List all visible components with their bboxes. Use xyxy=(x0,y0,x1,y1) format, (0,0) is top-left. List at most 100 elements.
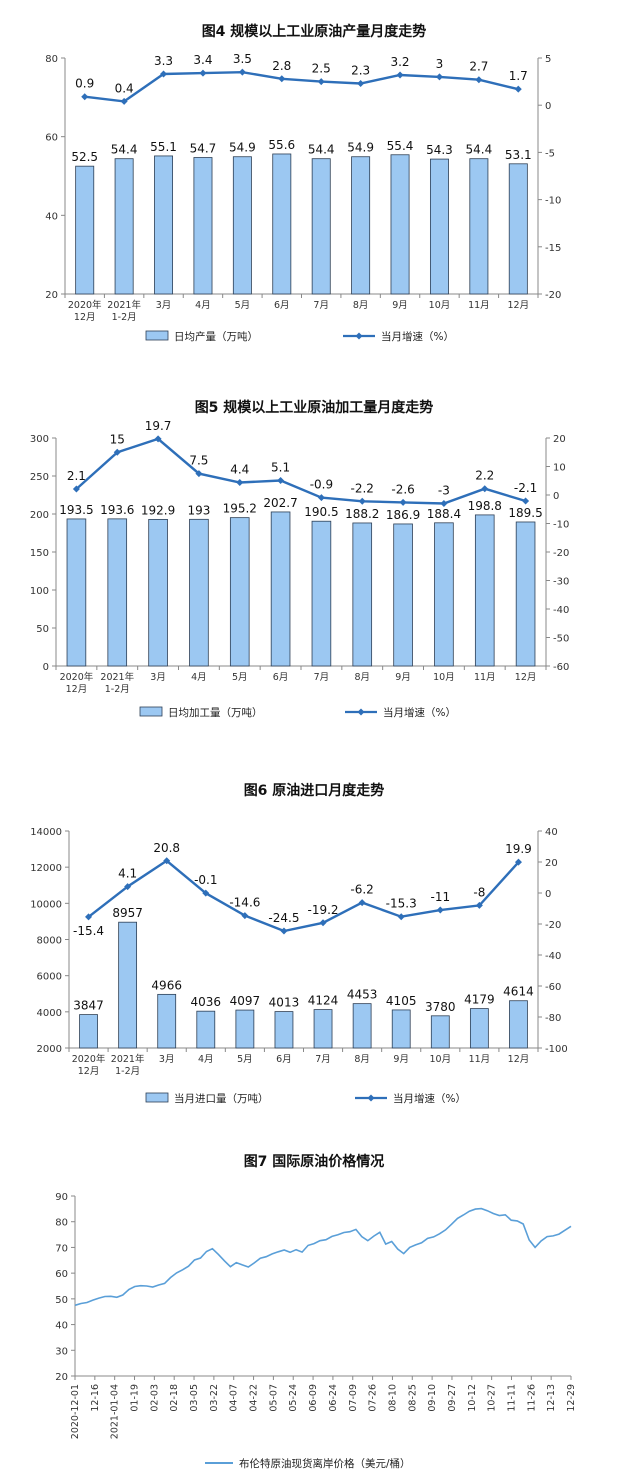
right-tick-label: 10 xyxy=(553,463,566,474)
bar xyxy=(515,521,536,667)
bar-value-label: 193.5 xyxy=(59,503,93,517)
right-tick-label: -60 xyxy=(553,662,569,673)
bar xyxy=(272,153,292,295)
bar xyxy=(196,1010,216,1049)
date-tick-label: 03-22 xyxy=(209,1384,220,1412)
right-tick-label: 20 xyxy=(553,434,566,445)
left-tick-label: 8000 xyxy=(37,936,62,947)
bar-value-label: 188.2 xyxy=(345,507,379,521)
right-tick-label: -15 xyxy=(545,243,561,254)
bar-value-label: 190.5 xyxy=(304,505,338,519)
legend-line-label: 布伦特原油现货离岸价格（美元/桶） xyxy=(239,1457,411,1470)
right-tick-label: 0 xyxy=(545,889,551,900)
bar-value-label: 189.5 xyxy=(508,506,542,520)
growth-point xyxy=(317,494,325,502)
bar-value-label: 186.9 xyxy=(386,508,420,522)
growth-point xyxy=(195,470,203,478)
right-tick-label: -5 xyxy=(545,148,555,159)
left-tick-label: 80 xyxy=(45,54,58,65)
growth-point xyxy=(124,883,132,891)
date-tick-label: 12-29 xyxy=(566,1384,577,1412)
bar-value-label: 195.2 xyxy=(223,502,257,516)
growth-value-label: 7.5 xyxy=(189,454,208,468)
left-tick-label: 40 xyxy=(55,1321,68,1332)
category-label: 12月 xyxy=(507,300,529,311)
growth-line xyxy=(75,437,526,505)
category-label: 8月 xyxy=(354,1054,370,1065)
growth-value-label: -2.6 xyxy=(391,482,414,496)
category-label: 1-2月 xyxy=(105,684,130,695)
bar-value-label: 54.4 xyxy=(466,143,493,157)
growth-point xyxy=(440,500,448,508)
left-tick-label: 70 xyxy=(55,1243,68,1254)
growth-value-label: -19.2 xyxy=(308,903,339,917)
bar xyxy=(509,1000,528,1049)
right-tick-label: 5 xyxy=(545,54,551,65)
growth-value-label: -11 xyxy=(430,890,450,904)
category-label: 10月 xyxy=(429,1054,451,1065)
growth-point xyxy=(475,76,483,84)
growth-point xyxy=(163,857,171,865)
category-label: 9月 xyxy=(393,1054,409,1065)
brent-price-line xyxy=(74,1207,572,1307)
growth-point xyxy=(202,889,210,897)
date-tick-label: 12-16 xyxy=(90,1384,101,1412)
bar xyxy=(148,518,168,667)
left-tick-label: 100 xyxy=(30,586,49,597)
bar-value-label: 55.6 xyxy=(268,138,295,152)
growth-point xyxy=(277,476,285,484)
growth-point xyxy=(72,485,80,493)
right-tick-label: -40 xyxy=(545,951,561,962)
growth-value-label: 19.9 xyxy=(505,842,532,856)
right-tick-label: -10 xyxy=(545,196,561,207)
right-tick-label: -80 xyxy=(545,1013,561,1024)
category-label: 12月 xyxy=(515,672,537,683)
left-tick-label: 250 xyxy=(30,472,49,483)
legend-bar-label: 日均加工量（万吨） xyxy=(168,706,263,719)
growth-point xyxy=(357,79,365,87)
category-label: 3月 xyxy=(159,1054,175,1065)
left-tick-label: 50 xyxy=(55,1295,68,1306)
right-tick-label: -20 xyxy=(553,548,569,559)
left-tick-label: 90 xyxy=(55,1192,68,1203)
growth-value-label: 2.3 xyxy=(351,63,370,77)
bar-value-label: 3780 xyxy=(425,1000,456,1014)
bar xyxy=(434,522,454,667)
bar xyxy=(429,158,449,295)
category-label: 3月 xyxy=(156,300,172,311)
bar-value-label: 8957 xyxy=(112,906,143,920)
left-tick-label: 40 xyxy=(45,211,58,222)
legend-bar-swatch xyxy=(145,1092,169,1103)
bar-value-label: 188.4 xyxy=(427,507,461,521)
chart-title: 图4 规模以上工业原油产量月度走势 xyxy=(202,23,427,40)
right-tick-label: -60 xyxy=(545,982,561,993)
left-tick-label: 80 xyxy=(55,1218,68,1229)
right-tick-label: -20 xyxy=(545,290,561,301)
category-label: 11月 xyxy=(469,1054,491,1065)
growth-point xyxy=(81,93,89,101)
bar xyxy=(393,523,413,667)
category-label: 2021年 xyxy=(111,1053,145,1065)
right-tick-label: 0 xyxy=(545,101,551,112)
growth-point xyxy=(120,97,128,105)
category-label: 1-2月 xyxy=(112,312,137,323)
left-tick-label: 0 xyxy=(43,662,49,673)
category-label: 12月 xyxy=(78,1066,100,1077)
bar xyxy=(75,165,95,295)
category-label: 2020年 xyxy=(60,671,94,683)
growth-point xyxy=(154,435,162,443)
bar xyxy=(79,1014,98,1049)
bar xyxy=(232,156,252,295)
category-label: 6月 xyxy=(273,672,289,683)
date-tick-label: 05-24 xyxy=(288,1384,299,1412)
growth-point xyxy=(85,913,93,921)
bar-value-label: 54.9 xyxy=(347,141,374,155)
bar xyxy=(469,158,489,295)
date-tick-label: 10-27 xyxy=(487,1384,498,1412)
legend-line-marker xyxy=(355,332,363,340)
bar xyxy=(114,158,134,295)
legend-bar-label: 当月进口量（万吨） xyxy=(174,1092,269,1105)
growth-point xyxy=(241,912,249,920)
date-tick-label: 02-03 xyxy=(149,1384,160,1412)
growth-value-label: 15 xyxy=(110,432,125,446)
